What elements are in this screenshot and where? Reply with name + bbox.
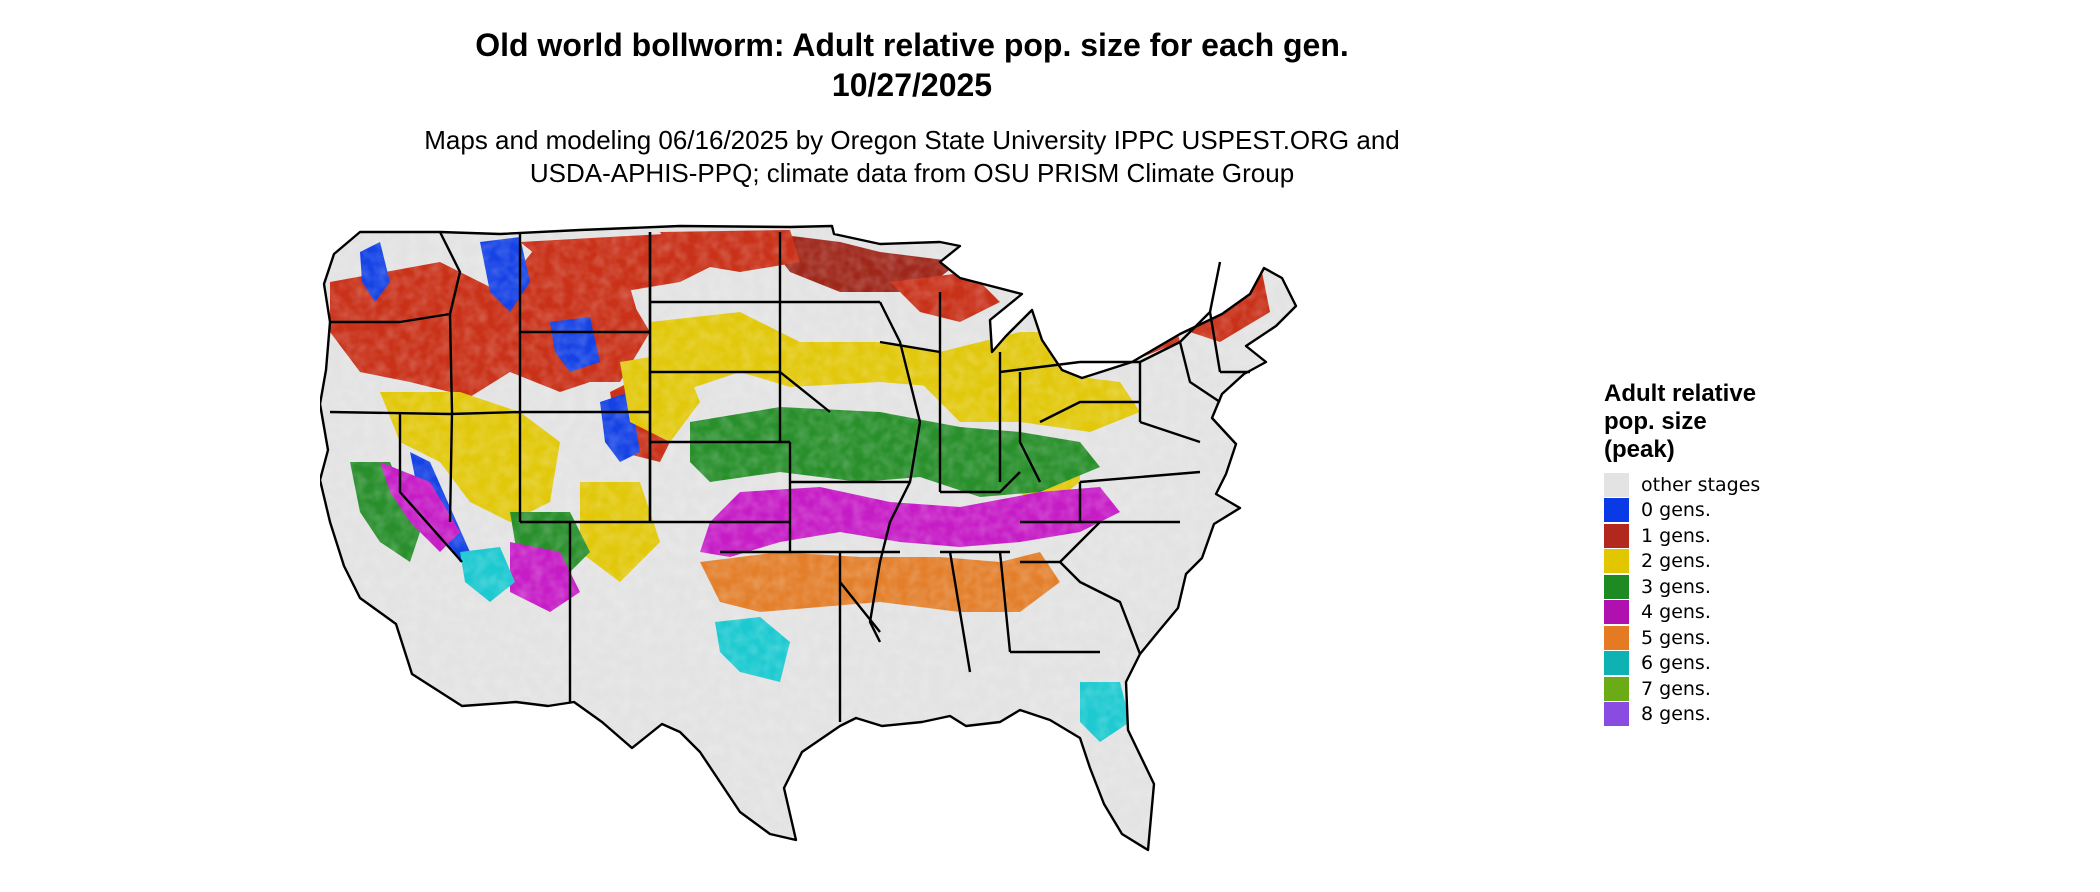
legend-label: 0 gens. [1641,499,1711,522]
legend-item: 8 gens. [1604,702,1864,728]
state-lines-northeast [1139,261,1250,444]
legend-item: 5 gens. [1604,625,1864,651]
map-legend: Adult relative pop. size (peak) other st… [1604,380,1864,727]
state-lines-central [648,232,881,722]
legend-item: 1 gens. [1604,523,1864,549]
legend-items: other stages 0 gens. 1 gens. 2 gens. 3 gens.… [1604,472,1864,727]
legend-label: other stages [1641,473,1761,496]
legend-label: 8 gens. [1641,703,1711,726]
legend-item: 6 gens. [1604,651,1864,677]
legend-swatch [1604,625,1629,650]
state-lines-east [938,292,1201,655]
legend-label: 5 gens. [1641,626,1711,649]
legend-item: 0 gens. [1604,498,1864,524]
map-subtitle-line2: USDA-APHIS-PPQ; climate data from OSU PR… [529,158,1295,188]
legend-swatch [1604,651,1629,676]
legend-item: 7 gens. [1604,676,1864,702]
legend-swatch [1604,498,1629,523]
legend-title-line1: Adult relative [1604,380,1757,407]
legend-label: 6 gens. [1641,652,1711,675]
legend-title-line3: (peak) [1604,436,1675,463]
map-title: Old world bollworm: Adult relative pop. … [475,27,1349,63]
legend-label: 2 gens. [1641,550,1711,573]
legend-title-line2: pop. size [1604,408,1707,435]
map-date: 10/27/2025 [831,67,993,103]
legend-item: 2 gens. [1604,549,1864,575]
legend-swatch [1604,472,1629,497]
texture-overlay [320,226,1296,850]
legend-swatch [1604,702,1629,727]
legend-label: 1 gens. [1641,524,1711,547]
legend-swatch [1604,676,1629,701]
legend-swatch [1604,523,1629,548]
legend-label: 3 gens. [1641,575,1711,598]
state-lines-west [329,231,660,702]
legend-item: other stages [1604,472,1864,498]
legend-label: 4 gens. [1641,601,1711,624]
legend-swatch [1604,600,1629,625]
legend-swatch [1604,574,1629,599]
us-generation-map [320,224,1298,852]
legend-item: 3 gens. [1604,574,1864,600]
legend-swatch [1604,549,1629,574]
map-subtitle-line1: Maps and modeling 06/16/2025 by Oregon S… [424,125,1400,155]
legend-item: 4 gens. [1604,600,1864,626]
legend-label: 7 gens. [1641,677,1711,700]
generation-zones [320,226,1296,850]
state-borders [320,224,1298,852]
